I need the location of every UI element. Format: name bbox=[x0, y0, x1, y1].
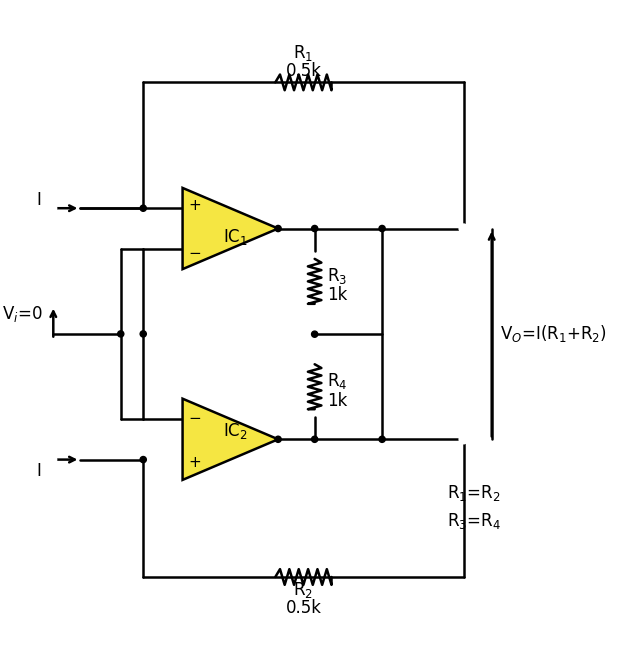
Text: IC$_2$: IC$_2$ bbox=[223, 421, 248, 441]
Polygon shape bbox=[183, 399, 278, 480]
Circle shape bbox=[379, 436, 385, 442]
Text: R$_4$: R$_4$ bbox=[327, 371, 347, 391]
Text: 1k: 1k bbox=[327, 392, 347, 410]
Circle shape bbox=[275, 225, 281, 231]
Text: I: I bbox=[37, 462, 41, 480]
Text: R$_3$: R$_3$ bbox=[327, 266, 347, 286]
Circle shape bbox=[311, 225, 318, 231]
Circle shape bbox=[379, 225, 385, 231]
Circle shape bbox=[140, 331, 146, 337]
Circle shape bbox=[460, 436, 467, 444]
Circle shape bbox=[48, 456, 56, 464]
Circle shape bbox=[118, 331, 124, 337]
Polygon shape bbox=[183, 188, 278, 269]
Text: $-$: $-$ bbox=[188, 244, 202, 259]
Text: 1k: 1k bbox=[327, 287, 347, 305]
Circle shape bbox=[311, 331, 318, 337]
Circle shape bbox=[48, 204, 56, 212]
Text: +: + bbox=[189, 198, 201, 213]
Circle shape bbox=[140, 456, 146, 463]
Text: R$_3$=R$_4$: R$_3$=R$_4$ bbox=[447, 511, 501, 531]
Circle shape bbox=[460, 225, 467, 233]
Circle shape bbox=[275, 436, 281, 442]
Text: V$_O$=I(R$_1$+R$_2$): V$_O$=I(R$_1$+R$_2$) bbox=[500, 323, 607, 344]
Text: 0.5k: 0.5k bbox=[285, 62, 321, 80]
Text: V$_i$=0: V$_i$=0 bbox=[2, 304, 43, 325]
Circle shape bbox=[311, 436, 318, 442]
Text: I: I bbox=[37, 191, 41, 209]
Text: +: + bbox=[189, 455, 201, 470]
Text: R$_2$: R$_2$ bbox=[293, 580, 313, 600]
Text: 0.5k: 0.5k bbox=[285, 599, 321, 618]
Text: R$_1$: R$_1$ bbox=[293, 43, 313, 63]
Text: R$_1$=R$_2$: R$_1$=R$_2$ bbox=[447, 483, 500, 503]
Text: $-$: $-$ bbox=[188, 409, 202, 424]
Circle shape bbox=[140, 205, 146, 211]
Text: IC$_1$: IC$_1$ bbox=[223, 227, 248, 247]
